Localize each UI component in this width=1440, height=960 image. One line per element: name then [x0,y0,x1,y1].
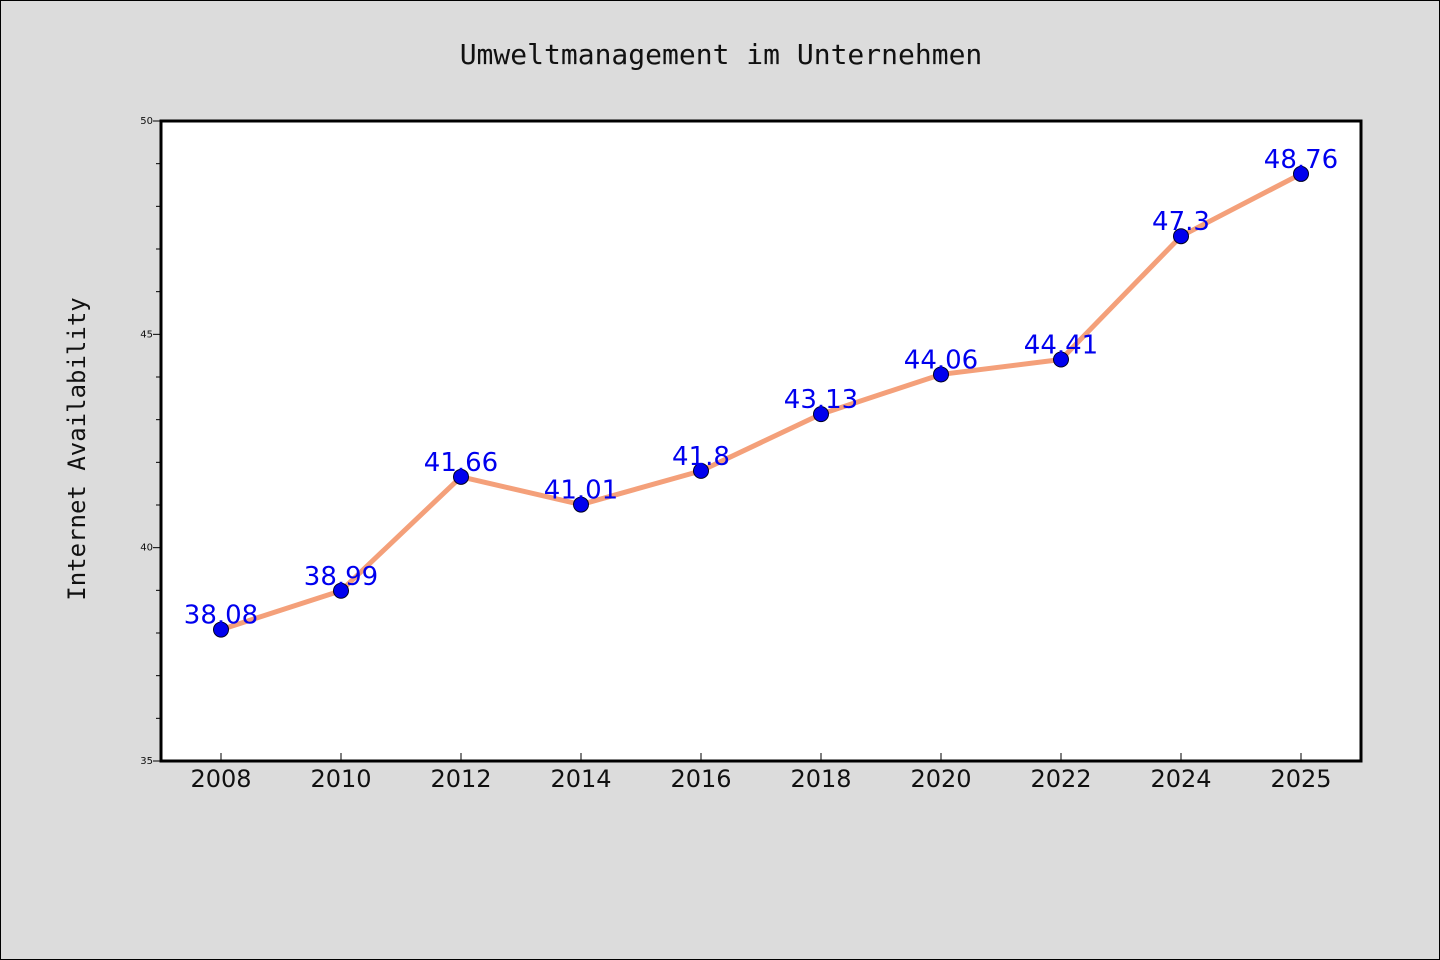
x-tick-label: 2014 [550,765,611,793]
data-point-marker [813,406,829,423]
data-point-marker [1173,228,1189,245]
data-point-label: 41.01 [544,476,618,506]
data-point-label: 38.08 [184,601,258,631]
data-point-label: 43.13 [784,385,858,415]
data-point-label: 44.41 [1024,331,1098,361]
y-tick-label: 35 [140,756,153,767]
data-point-marker [693,462,709,479]
data-point-label: 41.66 [424,448,498,478]
data-labels: 38.08 38.99 41.66 41.01 41.8 43.13 44.06 44.41 4… [184,145,1338,631]
x-tick-label: 2010 [310,765,371,793]
y-axis-label: Internet Availability [63,297,91,600]
x-tick-label: 2020 [910,765,971,793]
data-point-label: 47.3 [1152,207,1210,237]
plot-frame [159,119,1363,763]
axis-ticks: 2008 2010 2012 2014 2016 2018 2020 2022 2024 2025… [140,116,1331,793]
y-tick-label: 40 [140,543,153,554]
data-point-label: 44.06 [904,345,978,375]
chart-title: Umweltmanagement im Unternehmen [460,38,983,71]
y-tick-label: 50 [140,116,153,127]
data-point-marker [573,496,589,513]
data-point-label: 41.8 [672,442,730,472]
y-tick-label: 45 [140,329,153,340]
x-tick-label: 2022 [1030,765,1091,793]
data-point-marker [1053,351,1069,368]
x-tick-label: 2016 [670,765,731,793]
x-tick-label: 2025 [1270,765,1331,793]
data-point-marker [333,582,349,599]
x-tick-label: 2018 [790,765,851,793]
x-tick-label: 2012 [430,765,491,793]
series-line [218,171,1304,633]
data-point-marker [213,621,229,638]
data-point-label: 48.76 [1264,145,1338,175]
data-point-label: 38.99 [304,562,378,592]
x-tick-label: 2008 [190,765,251,793]
data-point-marker [933,366,949,383]
data-points [213,165,1309,638]
data-point-marker [453,468,469,485]
data-point-marker [1293,165,1309,182]
series-line-group [218,171,1304,633]
x-tick-label: 2024 [1150,765,1211,793]
